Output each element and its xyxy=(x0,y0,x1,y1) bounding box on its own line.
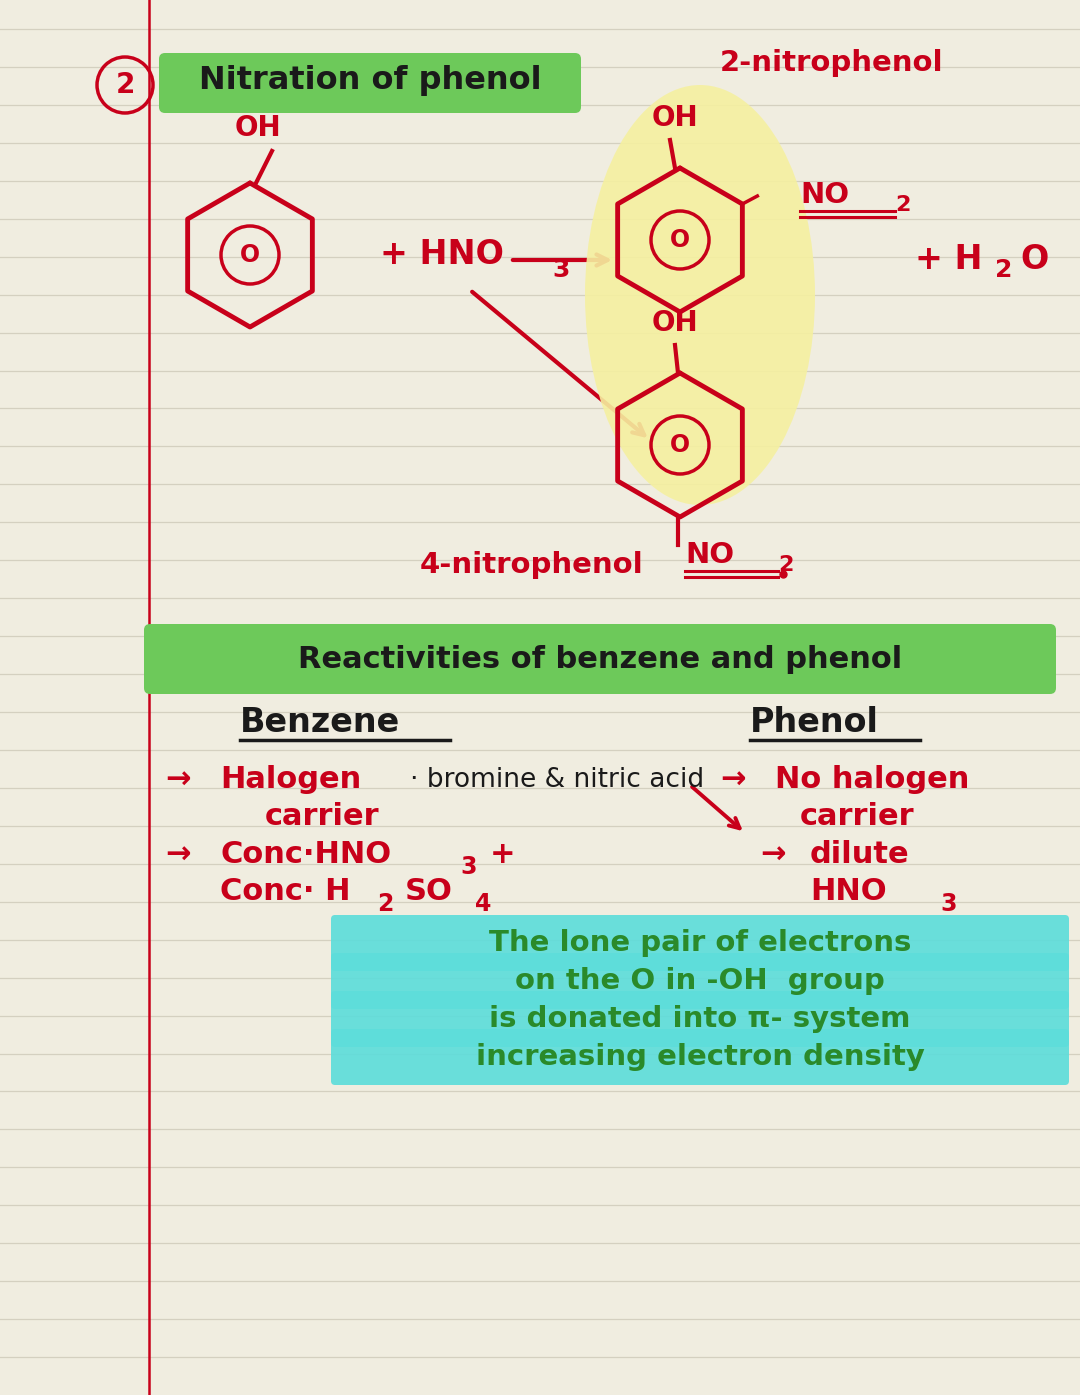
Text: 2: 2 xyxy=(377,891,393,917)
Text: OH: OH xyxy=(234,114,281,142)
Text: Benzene: Benzene xyxy=(240,706,401,739)
Text: Phenol: Phenol xyxy=(750,706,879,739)
Text: on the O in -OH  group: on the O in -OH group xyxy=(515,967,885,995)
Text: 3: 3 xyxy=(460,855,476,879)
Text: 2: 2 xyxy=(778,555,794,575)
Text: →: → xyxy=(165,841,190,869)
Text: Conc·HNO: Conc·HNO xyxy=(220,841,391,869)
Text: NO: NO xyxy=(685,541,734,569)
Text: 4-nitrophenol: 4-nitrophenol xyxy=(420,551,644,579)
Text: Nitration of phenol: Nitration of phenol xyxy=(199,66,541,96)
Text: O: O xyxy=(670,227,690,252)
Text: + HNO: + HNO xyxy=(380,239,504,272)
Text: OH: OH xyxy=(651,105,699,133)
Text: →: → xyxy=(760,841,785,869)
FancyBboxPatch shape xyxy=(144,624,1056,693)
Text: The lone pair of electrons: The lone pair of electrons xyxy=(489,929,912,957)
FancyBboxPatch shape xyxy=(159,53,581,113)
Text: 2: 2 xyxy=(995,258,1012,282)
Text: Conc· H: Conc· H xyxy=(220,877,351,907)
Text: 2-nitrophenol: 2-nitrophenol xyxy=(720,49,944,77)
FancyBboxPatch shape xyxy=(330,1030,1069,1085)
FancyBboxPatch shape xyxy=(330,990,1069,1048)
Text: →: → xyxy=(165,766,190,795)
Text: 3: 3 xyxy=(940,891,957,917)
Text: O: O xyxy=(670,432,690,458)
Text: Reactivities of benzene and phenol: Reactivities of benzene and phenol xyxy=(298,646,902,675)
Text: O: O xyxy=(1020,244,1049,276)
Text: Halogen: Halogen xyxy=(220,766,361,795)
Text: O: O xyxy=(240,243,260,266)
Text: is donated into π- system: is donated into π- system xyxy=(489,1004,910,1034)
Text: HNO: HNO xyxy=(810,877,887,907)
Text: No halogen: No halogen xyxy=(775,766,970,795)
Text: carrier: carrier xyxy=(800,802,915,831)
Text: 4: 4 xyxy=(475,891,491,917)
Text: OH: OH xyxy=(651,310,699,338)
FancyBboxPatch shape xyxy=(330,953,1069,1009)
Text: 2: 2 xyxy=(116,71,135,99)
Text: SO: SO xyxy=(405,877,453,907)
Text: +: + xyxy=(490,841,515,869)
FancyBboxPatch shape xyxy=(330,915,1069,971)
Ellipse shape xyxy=(585,85,815,505)
Text: NO: NO xyxy=(800,181,849,209)
Text: increasing electron density: increasing electron density xyxy=(475,1043,924,1071)
Text: 3: 3 xyxy=(552,258,569,282)
Text: · bromine & nitric acid: · bromine & nitric acid xyxy=(410,767,704,792)
Text: 2: 2 xyxy=(895,195,910,215)
Text: + H: + H xyxy=(915,244,983,276)
Text: dilute: dilute xyxy=(810,841,909,869)
Text: →: → xyxy=(720,766,745,795)
Text: carrier: carrier xyxy=(265,802,380,831)
